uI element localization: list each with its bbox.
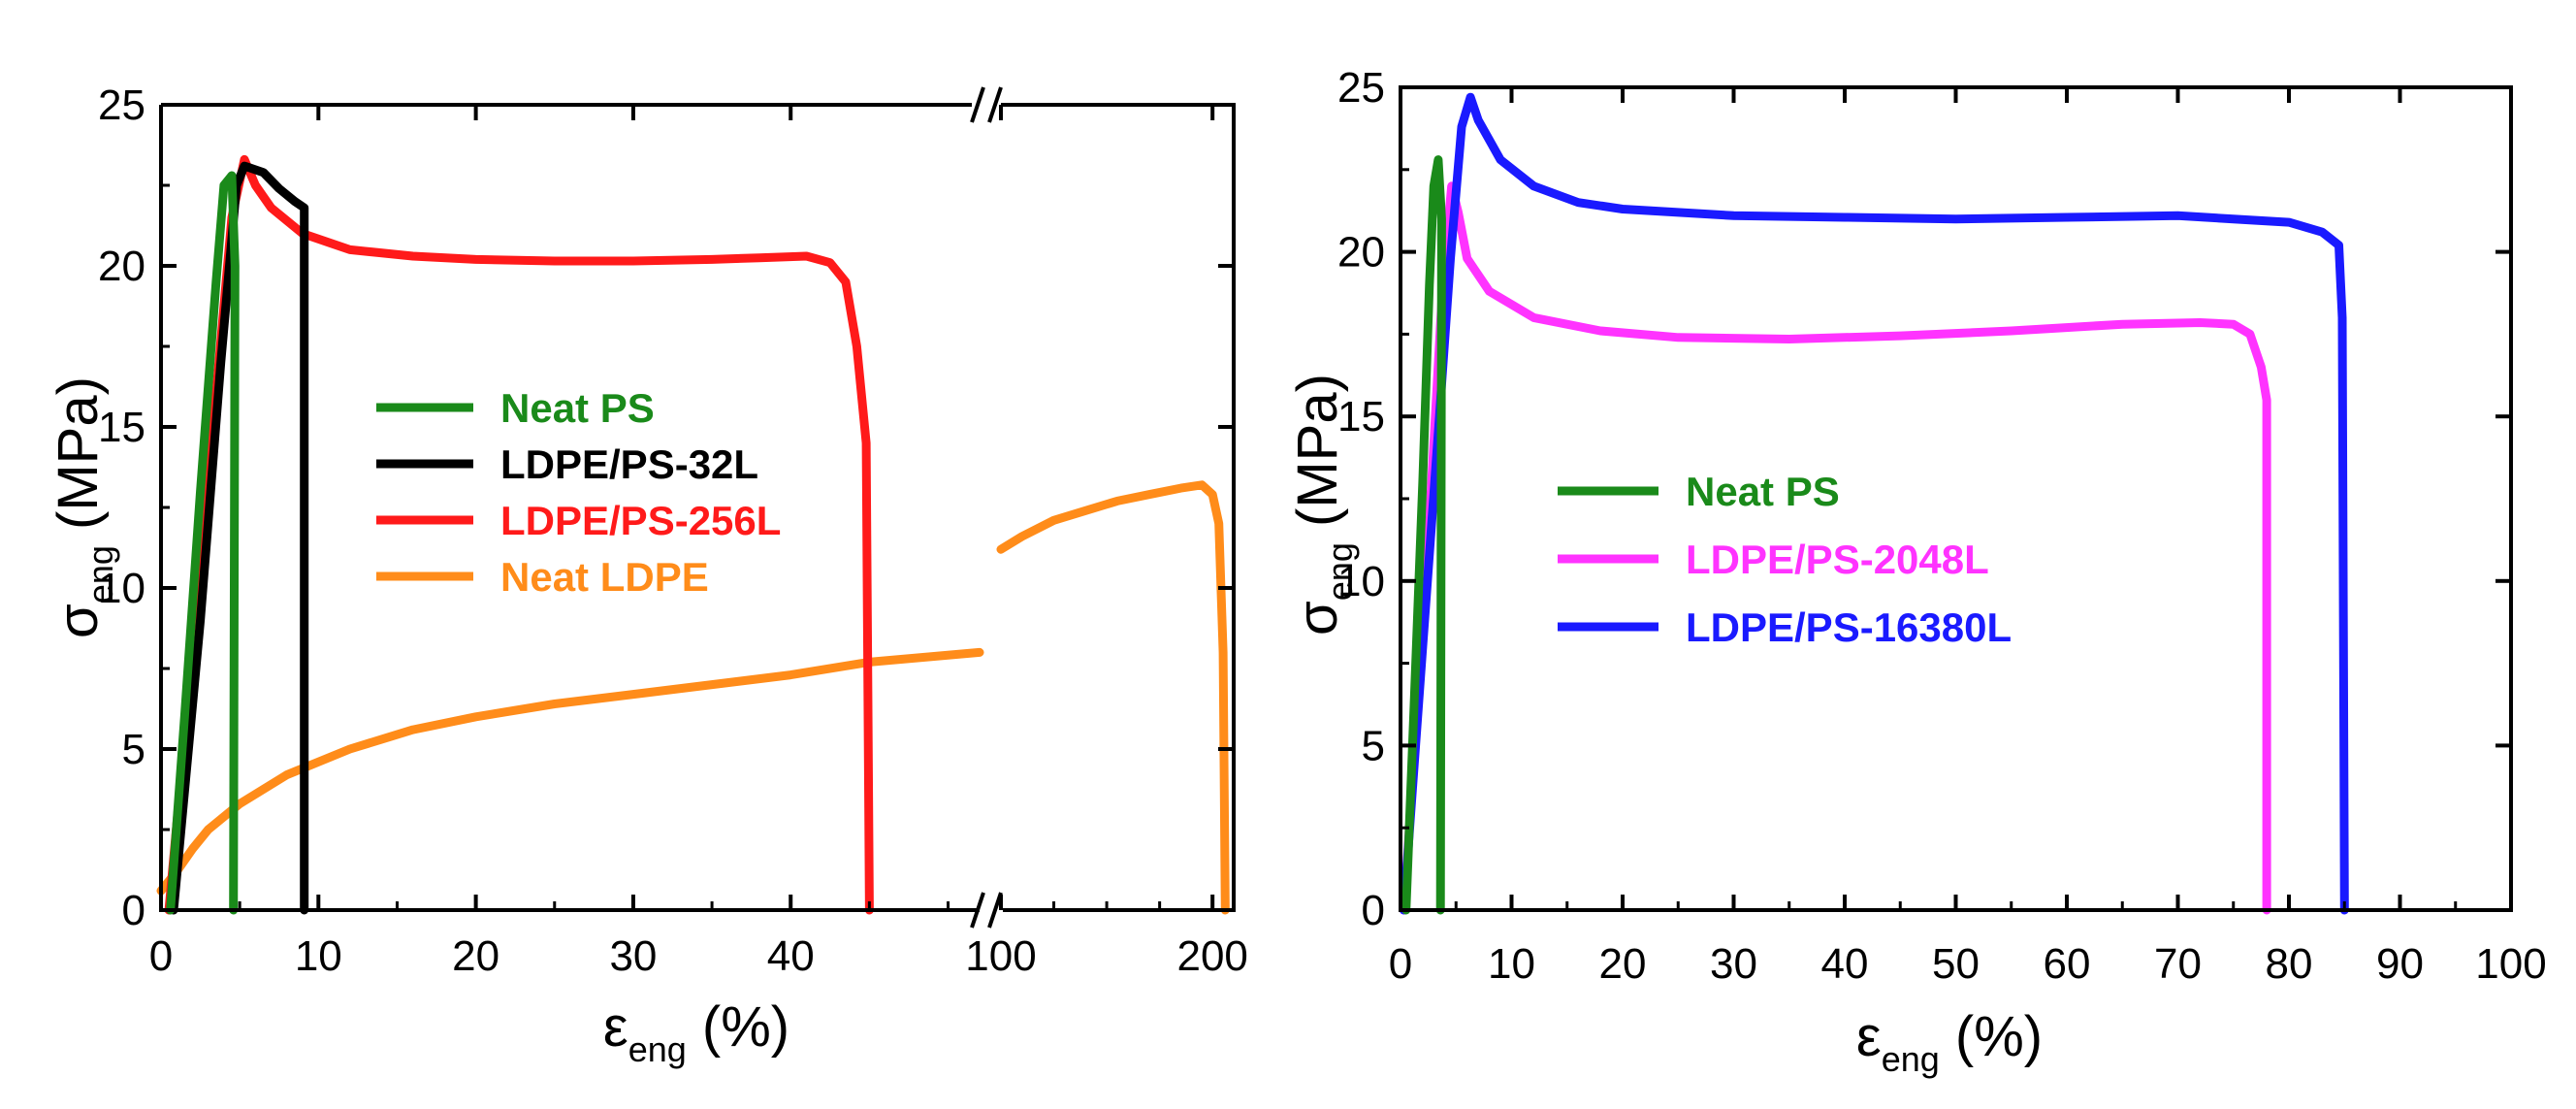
right-legend: Neat PS LDPE/PS-2048L LDPE/PS-16380L xyxy=(1558,469,2012,650)
right-legend-label-ldpe-ps-16380l: LDPE/PS-16380L xyxy=(1686,604,2012,650)
right-legend-label-ldpe-ps-2048l: LDPE/PS-2048L xyxy=(1686,537,1989,582)
right-y-tick-label: 15 xyxy=(1337,393,1385,440)
left-y-tick-label: 15 xyxy=(98,404,145,451)
axis-break-bottom xyxy=(970,892,1003,929)
right-y-unit: (MPa) xyxy=(1286,374,1349,542)
left-x-tick-label: 200 xyxy=(1176,932,1247,980)
right-y-tick-label: 25 xyxy=(1337,64,1385,112)
left-y-sub: eng xyxy=(80,545,120,603)
left-x-tick-label: 20 xyxy=(452,932,499,980)
left-y-axis-title: σeng (MPa) xyxy=(47,376,120,638)
right-y-symbol: σ xyxy=(1286,601,1349,636)
left-y-tick-label: 20 xyxy=(98,243,145,290)
right-y-tick-label: 5 xyxy=(1362,722,1385,769)
left-series-neat-ps-4 xyxy=(166,171,240,915)
left-x-axis-title: εeng (%) xyxy=(603,995,789,1069)
right-x-tick-label: 50 xyxy=(1932,940,1980,988)
left-legend-label-ldpe-ps-32l: LDPE/PS-32L xyxy=(500,441,758,487)
right-series-ldpe-ps-16380l-1 xyxy=(1399,92,2349,915)
left-x-tick-label: 40 xyxy=(767,932,815,980)
left-series-neat-ldpe-1 xyxy=(996,480,1230,915)
right-y-sub: eng xyxy=(1320,542,1360,601)
left-y-tick-label: 5 xyxy=(122,726,145,773)
left-x-tick-label: 0 xyxy=(149,932,173,980)
right-tick-labels: 0 5 10 15 20 25 0 10 20 30 40 50 60 70 80 90 100 xyxy=(1337,64,2547,988)
right-x-tick-label: 20 xyxy=(1599,940,1647,988)
left-y-tick-label: 25 xyxy=(98,82,145,129)
left-axis-frame-seg2 xyxy=(1001,103,1236,912)
right-x-symbol: ε xyxy=(1856,1005,1882,1068)
right-x-tick-label: 10 xyxy=(1488,940,1535,988)
right-x-tick-label: 60 xyxy=(2044,940,2091,988)
left-x-tick-label: 10 xyxy=(295,932,342,980)
right-x-sub: eng xyxy=(1882,1039,1940,1079)
right-x-axis-title: εeng (%) xyxy=(1856,1005,2043,1079)
right-x-tick-label: 100 xyxy=(2475,940,2546,988)
right-ticks xyxy=(1399,85,2513,912)
right-series-layer xyxy=(1399,92,2349,915)
left-x-sub: eng xyxy=(628,1029,687,1069)
right-x-tick-label: 70 xyxy=(2154,940,2202,988)
left-series-neat-ldpe-0 xyxy=(156,647,984,896)
axis-break-top xyxy=(970,86,1003,123)
left-legend-label-neat-ldpe: Neat LDPE xyxy=(500,554,709,600)
right-x-tick-label: 40 xyxy=(1821,940,1869,988)
left-tick-labels: 0 5 10 15 20 25 0 10 20 30 40 100 200 xyxy=(98,82,1248,980)
left-legend-label-ldpe-ps-256l: LDPE/PS-256L xyxy=(500,498,781,543)
right-x-tick-label: 30 xyxy=(1710,940,1757,988)
right-y-axis-title: σeng (MPa) xyxy=(1286,374,1360,636)
left-series-ldpe-ps-32l-3 xyxy=(169,161,309,915)
left-legend-label-neat-ps: Neat PS xyxy=(500,385,655,431)
right-y-tick-label: 20 xyxy=(1337,229,1385,277)
left-ticks xyxy=(159,103,1234,912)
right-x-tick-label: 80 xyxy=(2266,940,2313,988)
right-x-tick-label: 0 xyxy=(1389,940,1412,988)
left-x-tick-label: 30 xyxy=(609,932,657,980)
right-x-unit: (%) xyxy=(1940,1005,2043,1068)
right-x-tick-label: 90 xyxy=(2376,940,2424,988)
left-y-tick-label: 10 xyxy=(98,565,145,612)
left-x-unit: (%) xyxy=(687,995,789,1059)
left-y-tick-label: 0 xyxy=(122,887,145,934)
left-x-symbol: ε xyxy=(603,995,628,1059)
left-y-unit: (MPa) xyxy=(47,376,110,545)
right-y-tick-label: 0 xyxy=(1362,887,1385,934)
right-legend-label-neat-ps: Neat PS xyxy=(1686,469,1840,514)
left-series-layer xyxy=(156,154,1230,915)
left-x-tick-label: 100 xyxy=(965,932,1036,980)
right-y-tick-label: 10 xyxy=(1337,558,1385,605)
right-series-neat-ps-2 xyxy=(1401,155,1446,915)
left-y-symbol: σ xyxy=(47,603,110,638)
left-legend: Neat PS LDPE/PS-32L LDPE/PS-256L Neat LDPE xyxy=(376,385,781,600)
